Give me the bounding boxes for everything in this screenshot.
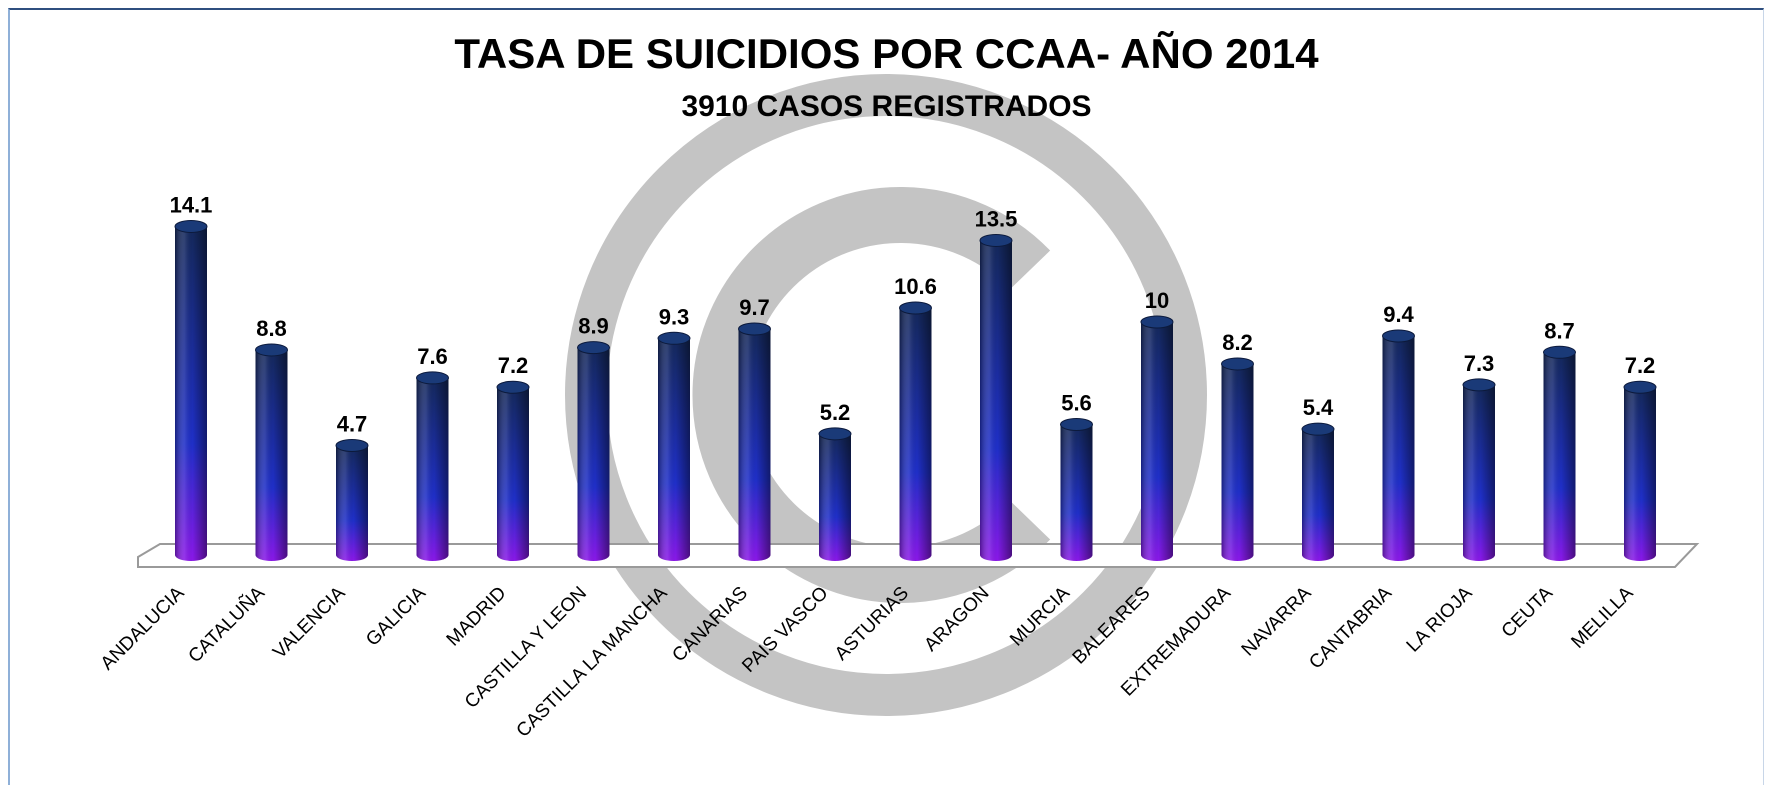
bar-asturias [900, 302, 932, 561]
category-label-ceuta: CEUTA [1498, 582, 1558, 642]
value-label-pais-vasco: 5.2 [820, 400, 851, 425]
value-label-aragon: 13.5 [975, 206, 1018, 231]
value-label-ceuta: 8.7 [1544, 318, 1575, 343]
category-label-andalucia: ANDALUCIA [97, 582, 189, 674]
chart-subtitle: 3910 CASOS REGISTRADOS [0, 90, 1773, 124]
bar-galicia [417, 372, 449, 561]
chart-title: TASA DE SUICIDIOS POR CCAA- AÑO 2014 [0, 30, 1773, 78]
value-label-murcia: 5.6 [1061, 391, 1092, 416]
category-label-la-rioja: LA RIOJA [1403, 582, 1477, 656]
value-label-castilla-y-leon: 8.9 [578, 314, 609, 339]
value-label-castilla-la-mancha: 9.3 [659, 304, 690, 329]
value-label-cataluña: 8.8 [256, 316, 287, 341]
bar-cataluña [256, 344, 288, 561]
value-label-melilla: 7.2 [1625, 353, 1656, 378]
category-label-cataluña: CATALUÑA [184, 582, 269, 667]
value-label-navarra: 5.4 [1303, 395, 1334, 420]
bar-pais-vasco [819, 428, 851, 561]
category-label-castilla-la-mancha: CASTILLA LA MANCHA [513, 582, 672, 741]
bar-castilla-y-leon [578, 342, 610, 561]
bar-ceuta [1544, 346, 1576, 561]
value-label-extremadura: 8.2 [1222, 330, 1253, 355]
value-label-canarias: 9.7 [739, 295, 770, 320]
bar-melilla [1624, 381, 1656, 561]
bar-navarra [1302, 423, 1334, 561]
value-label-baleares: 10 [1145, 288, 1169, 313]
bar-andalucia [175, 220, 207, 561]
bar-valencia [336, 439, 368, 561]
bar-extremadura [1222, 358, 1254, 561]
category-label-valencia: VALENCIA [269, 582, 350, 663]
bars-group [175, 220, 1656, 561]
bar-baleares [1141, 316, 1173, 561]
value-label-asturias: 10.6 [894, 274, 937, 299]
value-label-andalucia: 14.1 [170, 192, 213, 217]
bar-cantabria [1383, 330, 1415, 561]
category-label-melilla: MELILLA [1567, 582, 1637, 652]
category-label-galicia: GALICIA [362, 582, 430, 650]
value-label-la-rioja: 7.3 [1464, 351, 1495, 376]
value-label-galicia: 7.6 [417, 344, 448, 369]
value-label-valencia: 4.7 [337, 411, 368, 436]
value-label-madrid: 7.2 [498, 353, 529, 378]
category-label-navarra: NAVARRA [1238, 582, 1316, 660]
value-label-cantabria: 9.4 [1383, 302, 1414, 327]
bar-castilla-la-mancha [658, 332, 690, 561]
bar-madrid [497, 381, 529, 561]
bar-aragon [980, 234, 1012, 561]
bar-canarias [739, 323, 771, 561]
category-label-madrid: MADRID [443, 583, 511, 651]
bar-murcia [1061, 419, 1093, 561]
category-label-cantabria: CANTABRIA [1305, 582, 1396, 673]
bar-la-rioja [1463, 379, 1495, 561]
